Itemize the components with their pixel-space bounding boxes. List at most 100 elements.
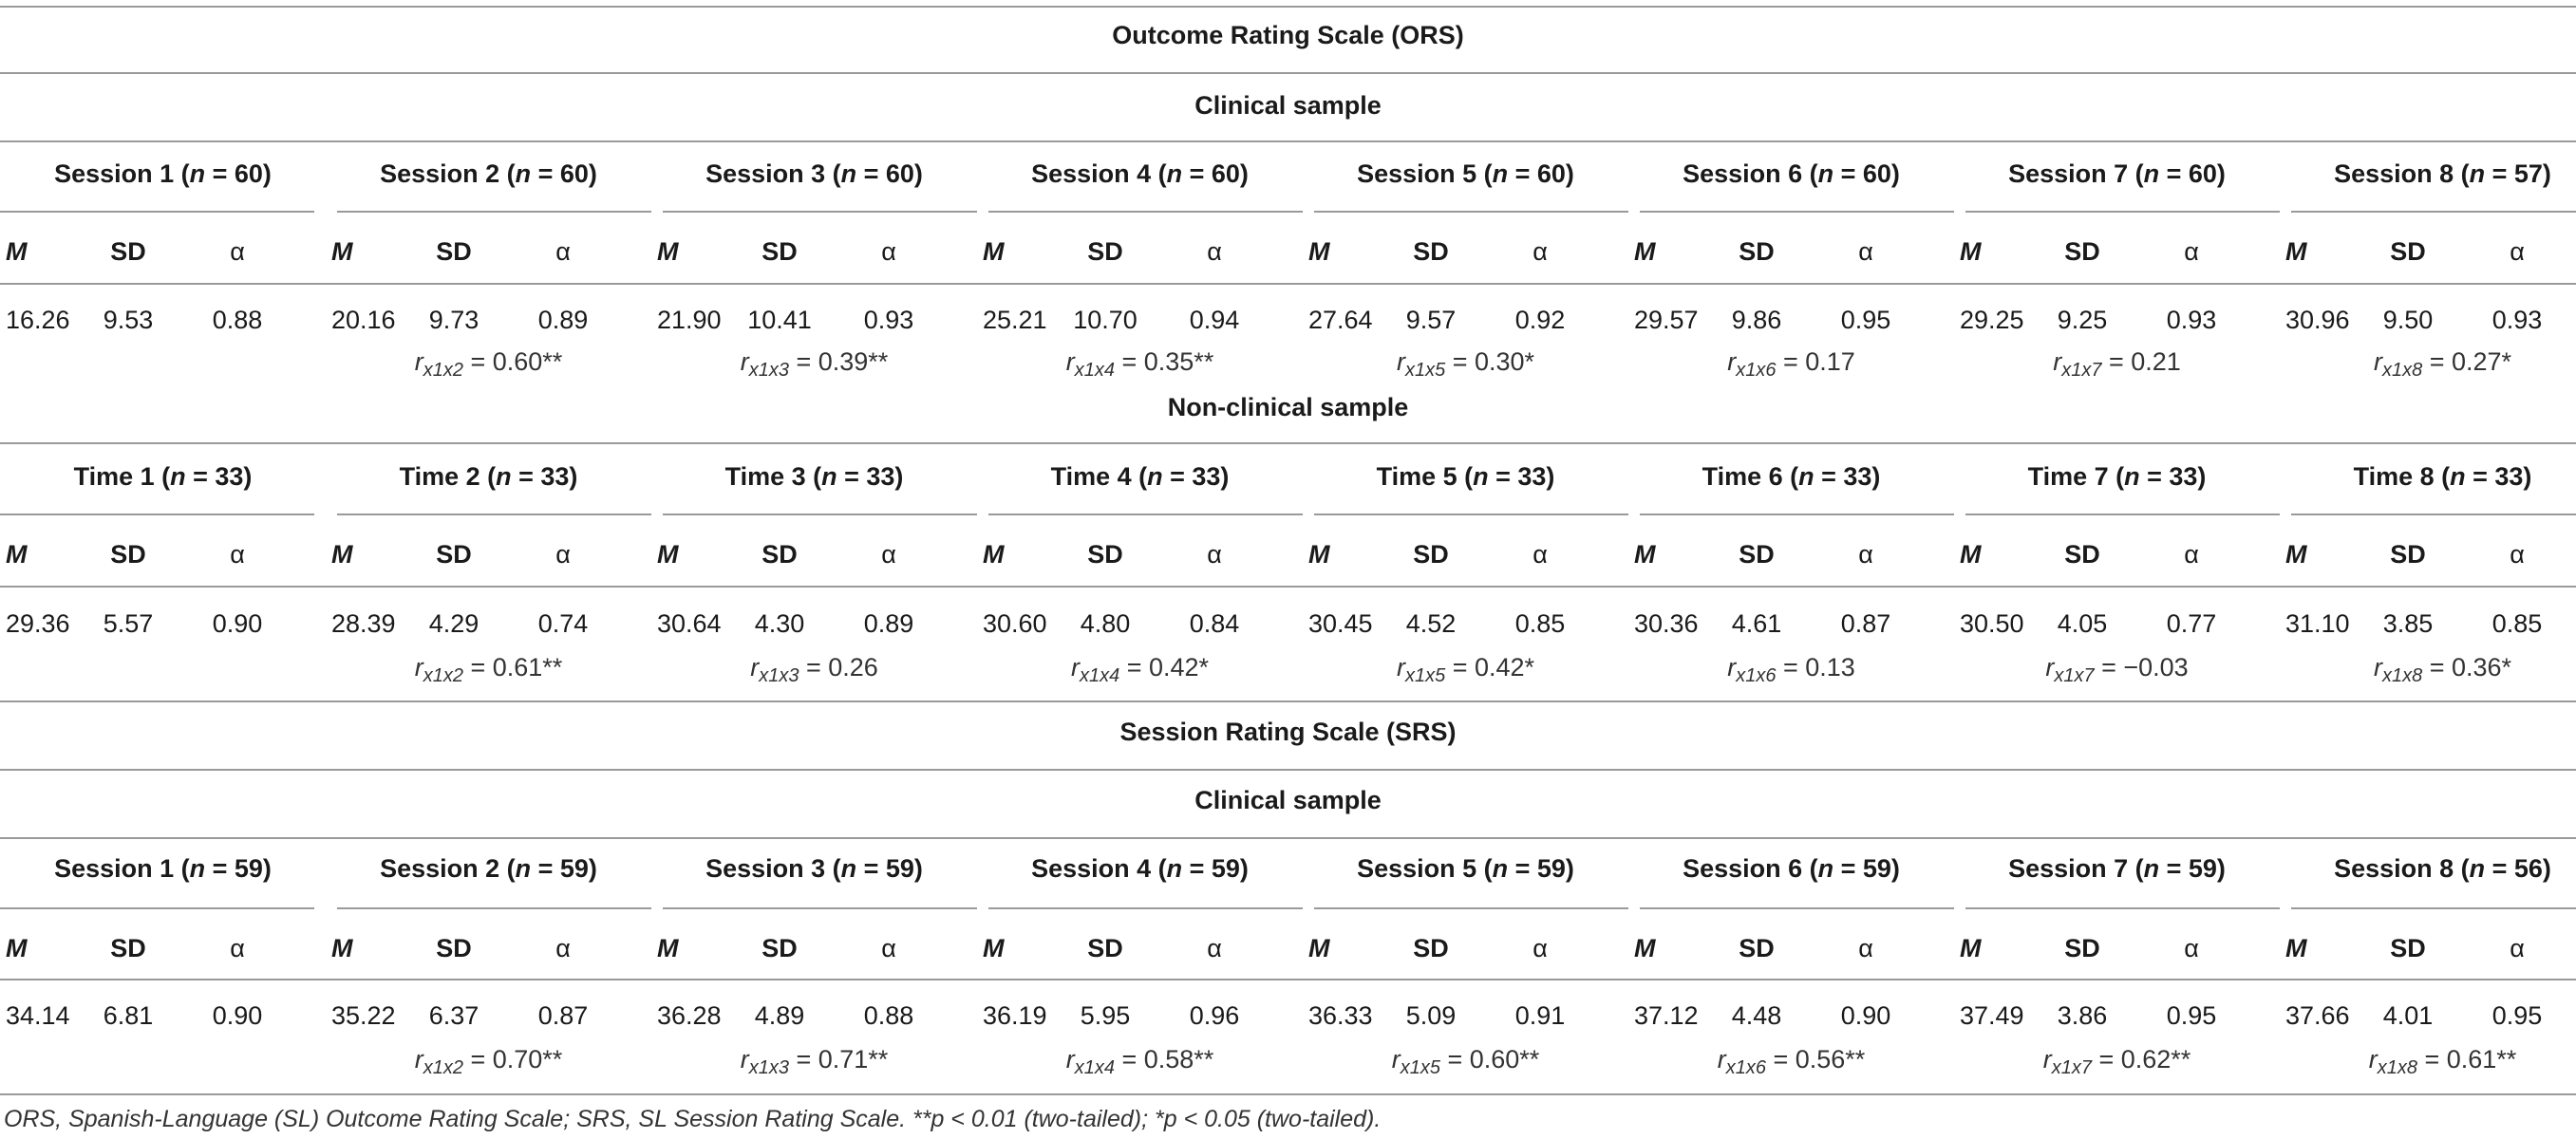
ors-nonclinical-col-sd: SD: [2390, 540, 2426, 569]
ors-nonclinical-col-m: M: [1308, 540, 1330, 569]
srs-clinical-col-alpha: α: [230, 934, 245, 962]
ors-clinical-value-sd: 9.73: [428, 306, 479, 334]
ors-nonclinical-group-rule: [1314, 513, 1628, 515]
ors-nonclinical-value-alpha: 0.85: [1514, 609, 1566, 638]
ors-nonclinical-group-header: Time 1 (n = 33): [73, 462, 253, 491]
ors-clinical-col-alpha: α: [2184, 237, 2199, 266]
ors-nonclinical-group-rule: [337, 513, 651, 515]
ors-clinical-rule: [0, 140, 2576, 142]
ors-nonclinical-correlation: rx1x3 = 0.26: [750, 653, 878, 686]
ors-clinical-correlation: rx1x4 = 0.35**: [1065, 347, 1214, 381]
ors-nonclinical-col-alpha: α: [555, 540, 571, 569]
ors-nonclinical-value-m: 30.50: [1960, 609, 2024, 638]
srs-clinical-group-rule: [988, 907, 1303, 909]
srs-clinical-correlation: rx1x8 = 0.61**: [2368, 1045, 2517, 1078]
srs-clinical-col-alpha: α: [1858, 934, 1873, 962]
ors-clinical-col-alpha: α: [230, 237, 245, 266]
srs-clinical-col-sd: SD: [2390, 934, 2426, 962]
ors-nonclinical-col-m: M: [983, 540, 1005, 569]
srs-clinical-col-alpha: α: [881, 934, 896, 962]
srs-clinical-value-m: 36.33: [1308, 1001, 1373, 1030]
ors-nonclinical-value-m: 28.39: [331, 609, 396, 638]
srs-clinical-col-m: M: [331, 934, 353, 962]
ors-nonclinical-group-rule: [1965, 513, 2280, 515]
ors-clinical-col-sd: SD: [1739, 237, 1775, 266]
srs-clinical-value-m: 34.14: [6, 1001, 70, 1030]
ors-nonclinical-value-m: 30.36: [1634, 609, 1699, 638]
ors-clinical-col-sd: SD: [436, 237, 472, 266]
ors-clinical-col-m: M: [1960, 237, 1982, 266]
ors-clinical-value-m: 27.64: [1308, 306, 1373, 334]
ors-clinical-value-sd: 9.57: [1405, 306, 1457, 334]
ors-clinical-value-alpha: 0.93: [863, 306, 914, 334]
ors-clinical-value-alpha: 0.94: [1189, 306, 1240, 334]
srs-clinical-group-rule: [663, 907, 977, 909]
srs-clinical-value-sd: 4.48: [1731, 1001, 1782, 1030]
ors-clinical-col-sd: SD: [1413, 237, 1449, 266]
ors-clinical-col-sd: SD: [2064, 237, 2100, 266]
ors-clinical-value-m: 29.57: [1634, 306, 1699, 334]
srs-clinical-group-header: Session 2 (n = 59): [380, 854, 597, 883]
srs-clinical-value-alpha: 0.95: [2166, 1001, 2217, 1030]
srs-clinical-col-m: M: [657, 934, 679, 962]
ors-clinical-value-m: 21.90: [657, 306, 722, 334]
ors-clinical-correlation: rx1x2 = 0.60**: [414, 347, 563, 381]
ors-clinical-col-alpha: α: [2510, 237, 2525, 266]
ors-clinical-col-alpha: α: [1207, 237, 1222, 266]
srs-clinical-group-header: Session 8 (n = 56): [2334, 854, 2551, 883]
ors-nonclinical-value-m: 31.10: [2285, 609, 2350, 638]
ors-nonclinical-value-m: 30.60: [983, 609, 1047, 638]
srs-title: Session Rating Scale (SRS): [1119, 718, 1457, 746]
ors-nonclinical-value-alpha: 0.77: [2166, 609, 2217, 638]
srs-clinical-value-sd: 4.89: [754, 1001, 805, 1030]
srs-clinical-value-sd: 3.86: [2057, 1001, 2108, 1030]
ors-nonclinical-group-header: Time 4 (n = 33): [1050, 462, 1230, 491]
ors-clinical-value-m: 20.16: [331, 306, 396, 334]
ors-nonclinical-value-sd: 4.30: [754, 609, 805, 638]
ors-nonclinical-group-header: Time 3 (n = 33): [724, 462, 904, 491]
ors-nonclinical-value-sd: 4.52: [1405, 609, 1457, 638]
srs-clinical-col-sd: SD: [1739, 934, 1775, 962]
ors-clinical-col-alpha: α: [881, 237, 896, 266]
ors-clinical-group-header: Session 4 (n = 60): [1031, 159, 1249, 188]
ors-clinical-col-m: M: [6, 237, 28, 266]
ors-clinical-group-header: Session 6 (n = 60): [1683, 159, 1900, 188]
srs-clinical-value-alpha: 0.90: [212, 1001, 263, 1030]
ors-nonclinical-col-m: M: [1960, 540, 1982, 569]
ors-nonclinical-col-sd: SD: [1087, 540, 1123, 569]
ors-nonclinical-col-m: M: [2285, 540, 2307, 569]
srs-clinical-col-sd: SD: [1087, 934, 1123, 962]
srs-clinical-rule: [0, 837, 2576, 839]
top-rule: [0, 6, 2576, 8]
ors-nonclinical-col-m: M: [6, 540, 28, 569]
ors-clinical-value-m: 30.96: [2285, 306, 2350, 334]
srs-clinical-group-header: Session 4 (n = 59): [1031, 854, 1249, 883]
ors-nonclinical-col-alpha: α: [881, 540, 896, 569]
ors-clinical-group-header: Session 7 (n = 60): [2008, 159, 2226, 188]
srs-clinical-col-sd: SD: [436, 934, 472, 962]
ors-nonclinical-col-alpha: α: [230, 540, 245, 569]
srs-clinical-value-alpha: 0.91: [1514, 1001, 1566, 1030]
srs-clinical-value-m: 36.28: [657, 1001, 722, 1030]
ors-clinical-group-rule: [1965, 211, 2280, 213]
srs-clinical-value-m: 37.12: [1634, 1001, 1699, 1030]
srs-clinical-value-sd: 6.37: [428, 1001, 479, 1030]
srs-clinical-group-header: Session 3 (n = 59): [705, 854, 923, 883]
ors-clinical-value-alpha: 0.95: [1840, 306, 1891, 334]
ors-clinical-col-alpha: α: [1858, 237, 1873, 266]
rule-line: [0, 72, 2576, 74]
ors-nonclinical-value-sd: 4.80: [1080, 609, 1131, 638]
ors-clinical-group-rule: [0, 211, 314, 213]
srs-clinical-group-header: Session 7 (n = 59): [2008, 854, 2226, 883]
ors-nonclinical-group-header: Time 5 (n = 33): [1376, 462, 1555, 491]
srs-clinical-value-alpha: 0.96: [1189, 1001, 1240, 1030]
srs-clinical-col-alpha: α: [1532, 934, 1548, 962]
ors-nonclinical-value-m: 30.45: [1308, 609, 1373, 638]
ors-nonclinical-col-alpha: α: [1532, 540, 1548, 569]
ors-nonclinical-col-m: M: [1634, 540, 1656, 569]
ors-nonclinical-value-alpha: 0.74: [537, 609, 589, 638]
ors-nonclinical-value-alpha: 0.90: [212, 609, 263, 638]
ors-nonclinical-value-alpha: 0.85: [2491, 609, 2543, 638]
ors-clinical-group-rule: [1640, 211, 1954, 213]
srs-clinical-group-rule: [337, 907, 651, 909]
